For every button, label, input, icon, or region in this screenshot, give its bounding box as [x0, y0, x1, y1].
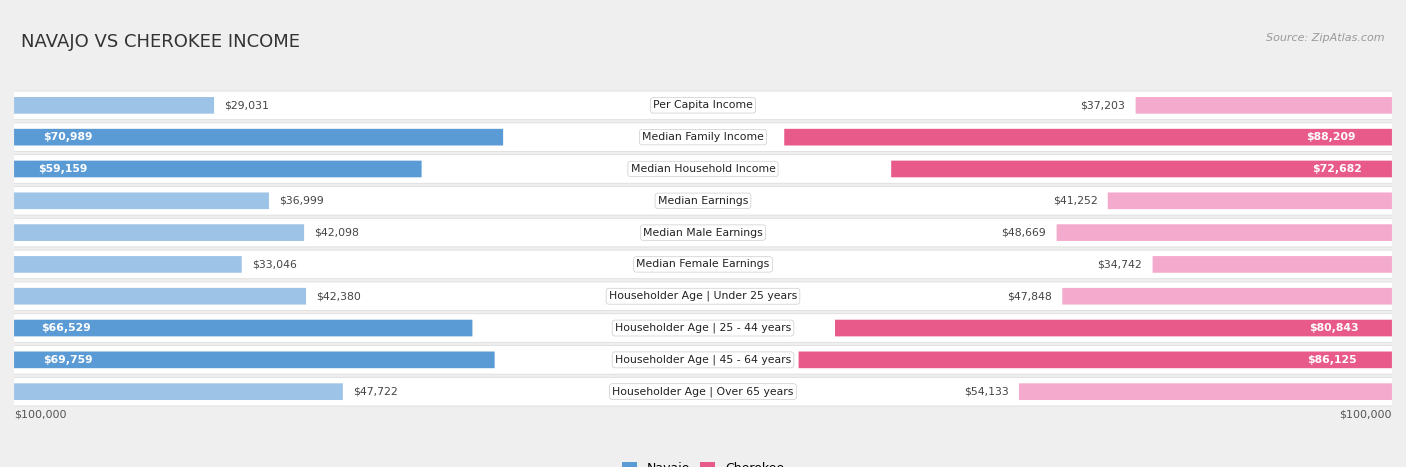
FancyBboxPatch shape: [891, 161, 1392, 177]
FancyBboxPatch shape: [1019, 383, 1392, 400]
Text: $100,000: $100,000: [1340, 410, 1392, 419]
FancyBboxPatch shape: [11, 186, 1395, 215]
Text: Per Capita Income: Per Capita Income: [652, 100, 754, 110]
FancyBboxPatch shape: [14, 97, 214, 113]
FancyBboxPatch shape: [14, 192, 269, 209]
Text: Median Female Earnings: Median Female Earnings: [637, 259, 769, 269]
Text: Householder Age | Under 25 years: Householder Age | Under 25 years: [609, 291, 797, 302]
Text: Householder Age | Over 65 years: Householder Age | Over 65 years: [612, 386, 794, 397]
Text: $33,046: $33,046: [252, 259, 297, 269]
Text: Median Family Income: Median Family Income: [643, 132, 763, 142]
Text: $42,098: $42,098: [315, 227, 360, 238]
FancyBboxPatch shape: [11, 218, 1395, 247]
Text: Median Household Income: Median Household Income: [630, 164, 776, 174]
Text: $36,999: $36,999: [280, 196, 323, 206]
FancyBboxPatch shape: [1057, 224, 1392, 241]
Text: $86,125: $86,125: [1306, 355, 1357, 365]
FancyBboxPatch shape: [785, 129, 1392, 146]
Text: Householder Age | 45 - 64 years: Householder Age | 45 - 64 years: [614, 354, 792, 365]
Text: $59,159: $59,159: [38, 164, 89, 174]
FancyBboxPatch shape: [14, 320, 472, 336]
FancyBboxPatch shape: [1108, 192, 1392, 209]
FancyBboxPatch shape: [11, 250, 1395, 279]
Text: $34,742: $34,742: [1098, 259, 1142, 269]
FancyBboxPatch shape: [11, 346, 1395, 374]
Text: $72,682: $72,682: [1312, 164, 1362, 174]
FancyBboxPatch shape: [14, 288, 307, 304]
FancyBboxPatch shape: [14, 224, 304, 241]
Text: $54,133: $54,133: [965, 387, 1008, 396]
FancyBboxPatch shape: [11, 282, 1395, 311]
Legend: Navajo, Cherokee: Navajo, Cherokee: [617, 457, 789, 467]
FancyBboxPatch shape: [11, 123, 1395, 151]
Text: $66,529: $66,529: [42, 323, 91, 333]
FancyBboxPatch shape: [14, 383, 343, 400]
Text: $41,252: $41,252: [1053, 196, 1098, 206]
FancyBboxPatch shape: [1136, 97, 1392, 113]
Text: $88,209: $88,209: [1306, 132, 1355, 142]
Text: $42,380: $42,380: [316, 291, 361, 301]
Text: $70,989: $70,989: [44, 132, 93, 142]
Text: NAVAJO VS CHEROKEE INCOME: NAVAJO VS CHEROKEE INCOME: [21, 33, 299, 51]
FancyBboxPatch shape: [11, 155, 1395, 183]
FancyBboxPatch shape: [14, 256, 242, 273]
Text: $37,203: $37,203: [1080, 100, 1125, 110]
FancyBboxPatch shape: [799, 352, 1392, 368]
FancyBboxPatch shape: [14, 352, 495, 368]
FancyBboxPatch shape: [14, 161, 422, 177]
Text: $69,759: $69,759: [44, 355, 93, 365]
FancyBboxPatch shape: [1153, 256, 1392, 273]
Text: $48,669: $48,669: [1001, 227, 1046, 238]
Text: Source: ZipAtlas.com: Source: ZipAtlas.com: [1267, 33, 1385, 42]
Text: Householder Age | 25 - 44 years: Householder Age | 25 - 44 years: [614, 323, 792, 333]
Text: $47,848: $47,848: [1007, 291, 1052, 301]
FancyBboxPatch shape: [1063, 288, 1392, 304]
FancyBboxPatch shape: [835, 320, 1392, 336]
Text: $100,000: $100,000: [14, 410, 66, 419]
Text: $47,722: $47,722: [353, 387, 398, 396]
FancyBboxPatch shape: [14, 129, 503, 146]
FancyBboxPatch shape: [11, 91, 1395, 120]
FancyBboxPatch shape: [11, 377, 1395, 406]
Text: $29,031: $29,031: [225, 100, 270, 110]
Text: $80,843: $80,843: [1309, 323, 1358, 333]
Text: Median Male Earnings: Median Male Earnings: [643, 227, 763, 238]
Text: Median Earnings: Median Earnings: [658, 196, 748, 206]
FancyBboxPatch shape: [11, 314, 1395, 342]
